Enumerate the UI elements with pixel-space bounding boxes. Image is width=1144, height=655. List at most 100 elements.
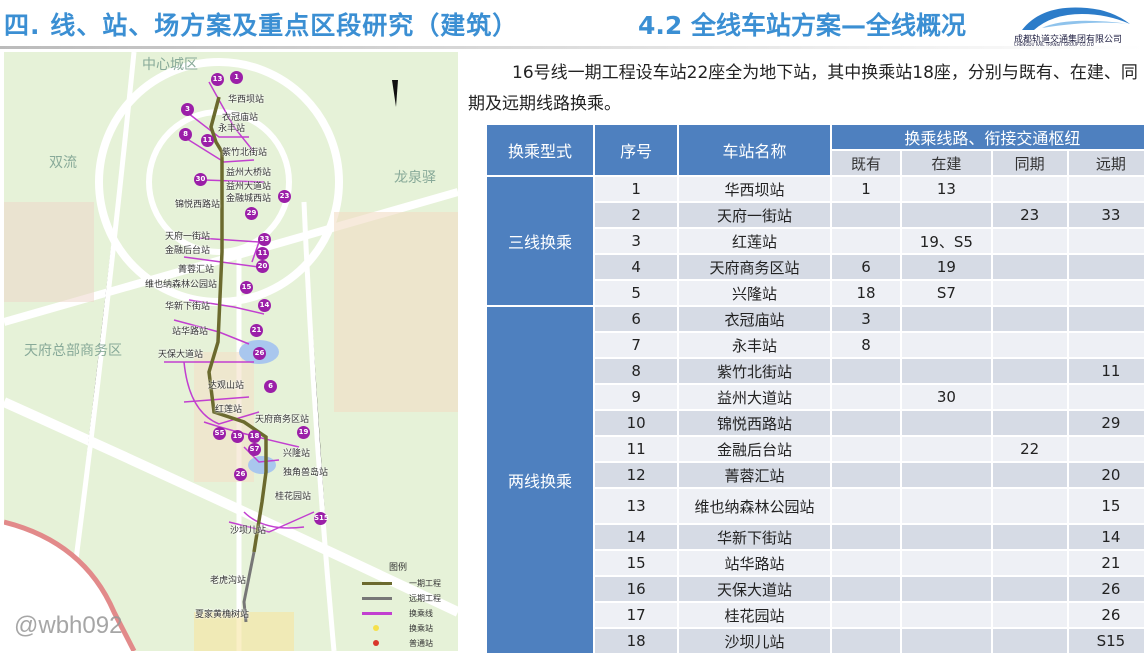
cell-future xyxy=(1068,255,1144,279)
cell-building xyxy=(902,203,991,227)
station-label: 衣冠庙站 xyxy=(222,113,259,123)
cell-no: 15 xyxy=(595,551,678,575)
cell-future: 26 xyxy=(1068,603,1144,627)
line-badge: 20 xyxy=(256,260,269,273)
cell-existing xyxy=(831,437,901,461)
cell-future xyxy=(1068,307,1144,331)
station-label: 华新下街站 xyxy=(165,302,211,312)
cell-same xyxy=(992,525,1067,549)
section-title: 四. 线、站、场方案及重点区段研究（建筑） xyxy=(4,11,519,40)
station-label: 金融城西站 xyxy=(226,194,272,204)
legend-label: 一期工程 xyxy=(409,579,441,588)
line-badge: 26 xyxy=(253,347,266,360)
legend-item-transfer-station: 换乘站 xyxy=(359,623,454,633)
cell-future xyxy=(1068,229,1144,253)
header-same: 同期 xyxy=(992,151,1067,175)
cell-station: 站华路站 xyxy=(679,551,830,575)
cell-building xyxy=(902,489,991,523)
station-label: 天府一街站 xyxy=(165,232,211,242)
cell-station: 红莲站 xyxy=(679,229,830,253)
station-label: 兴隆站 xyxy=(283,449,311,459)
line-badge: 14 xyxy=(258,299,271,312)
cell-building xyxy=(902,359,991,383)
cell-future xyxy=(1068,281,1144,305)
cell-no: 2 xyxy=(595,203,678,227)
cell-existing xyxy=(831,203,901,227)
slide-subtitle: 4.2 全线车站方案—全线概况 xyxy=(638,11,966,40)
cell-existing xyxy=(831,359,901,383)
cell-no: 5 xyxy=(595,281,678,305)
table-row: 16 天保大道站 26 xyxy=(487,577,1144,601)
header-no: 序号 xyxy=(595,125,678,175)
header-type: 换乘型式 xyxy=(487,125,594,175)
cell-existing: 6 xyxy=(831,255,901,279)
table-row: 17 桂花园站 26 xyxy=(487,603,1144,627)
line-badge: 1 xyxy=(230,71,243,84)
cell-no: 18 xyxy=(595,629,678,653)
cell-no: 16 xyxy=(595,577,678,601)
cell-future: 11 xyxy=(1068,359,1144,383)
area-label: 双流 xyxy=(49,155,77,171)
header-existing: 既有 xyxy=(831,151,901,175)
cell-building: 13 xyxy=(902,177,991,201)
line-badge: S7 xyxy=(248,443,261,456)
cell-existing xyxy=(831,603,901,627)
slide-header: 四. 线、站、场方案及重点区段研究（建筑） 4.2 全线车站方案—全线概况 成都… xyxy=(0,0,1144,49)
cell-building: 30 xyxy=(902,385,991,409)
cell-building xyxy=(902,629,991,653)
station-label: 老虎沟站 xyxy=(210,576,247,586)
cell-station: 兴隆站 xyxy=(679,281,830,305)
line-badge: 19 xyxy=(231,430,244,443)
area-label: 龙泉驿 xyxy=(394,170,436,186)
cell-no: 17 xyxy=(595,603,678,627)
cell-same xyxy=(992,411,1067,435)
company-logo: 成都轨道交通集团有限公司 CHENGDU RAIL TRANSIT GROUP … xyxy=(1012,2,1144,47)
cell-existing xyxy=(831,229,901,253)
header-future: 远期 xyxy=(1068,151,1144,175)
station-label: 菁蓉汇站 xyxy=(178,265,215,275)
line-badge: S15 xyxy=(314,512,329,525)
legend-label: 换乘线 xyxy=(409,609,433,618)
line-badge: 6 xyxy=(264,380,277,393)
logo-mark-icon xyxy=(1022,7,1130,30)
cell-building xyxy=(902,411,991,435)
station-label: 沙坝儿站 xyxy=(230,526,267,536)
station-label: 益州大桥站 xyxy=(226,168,272,178)
cell-station: 菁蓉汇站 xyxy=(679,463,830,487)
cell-future xyxy=(1068,177,1144,201)
cell-existing xyxy=(831,551,901,575)
cell-future xyxy=(1068,333,1144,357)
cell-same xyxy=(992,255,1067,279)
line-badge: 19 xyxy=(297,426,310,439)
cell-no: 8 xyxy=(595,359,678,383)
table-row: 8 紫竹北街站 11 xyxy=(487,359,1144,383)
cell-same xyxy=(992,229,1067,253)
cell-building xyxy=(902,577,991,601)
cell-building xyxy=(902,437,991,461)
legend-label: 换乘站 xyxy=(409,624,433,633)
cell-station: 维也纳森林公园站 xyxy=(679,489,830,523)
cell-building: S7 xyxy=(902,281,991,305)
station-label: 天保大道站 xyxy=(158,350,204,360)
cell-future: 21 xyxy=(1068,551,1144,575)
cell-future: 26 xyxy=(1068,577,1144,601)
cell-same xyxy=(992,577,1067,601)
table-row: 7 永丰站 8 xyxy=(487,333,1144,357)
line-badge: 30 xyxy=(194,173,207,186)
line-badge: 8 xyxy=(179,128,192,141)
cell-building: 19 xyxy=(902,255,991,279)
cell-building xyxy=(902,463,991,487)
station-label: 站华路站 xyxy=(172,327,209,337)
cell-no: 7 xyxy=(595,333,678,357)
cell-station: 天府一街站 xyxy=(679,203,830,227)
table-row: 10 锦悦西路站 29 xyxy=(487,411,1144,435)
table-row: 4 天府商务区站 6 19 xyxy=(487,255,1144,279)
cell-same xyxy=(992,629,1067,653)
area-label: 天府总部商务区 xyxy=(24,343,122,359)
cell-station: 沙坝儿站 xyxy=(679,629,830,653)
line-badge: 11 xyxy=(256,247,269,260)
header-divider xyxy=(0,46,1144,49)
cell-building xyxy=(902,551,991,575)
group-cell: 两线换乘 xyxy=(487,307,594,653)
legend-item-future: 远期工程 xyxy=(359,593,454,603)
